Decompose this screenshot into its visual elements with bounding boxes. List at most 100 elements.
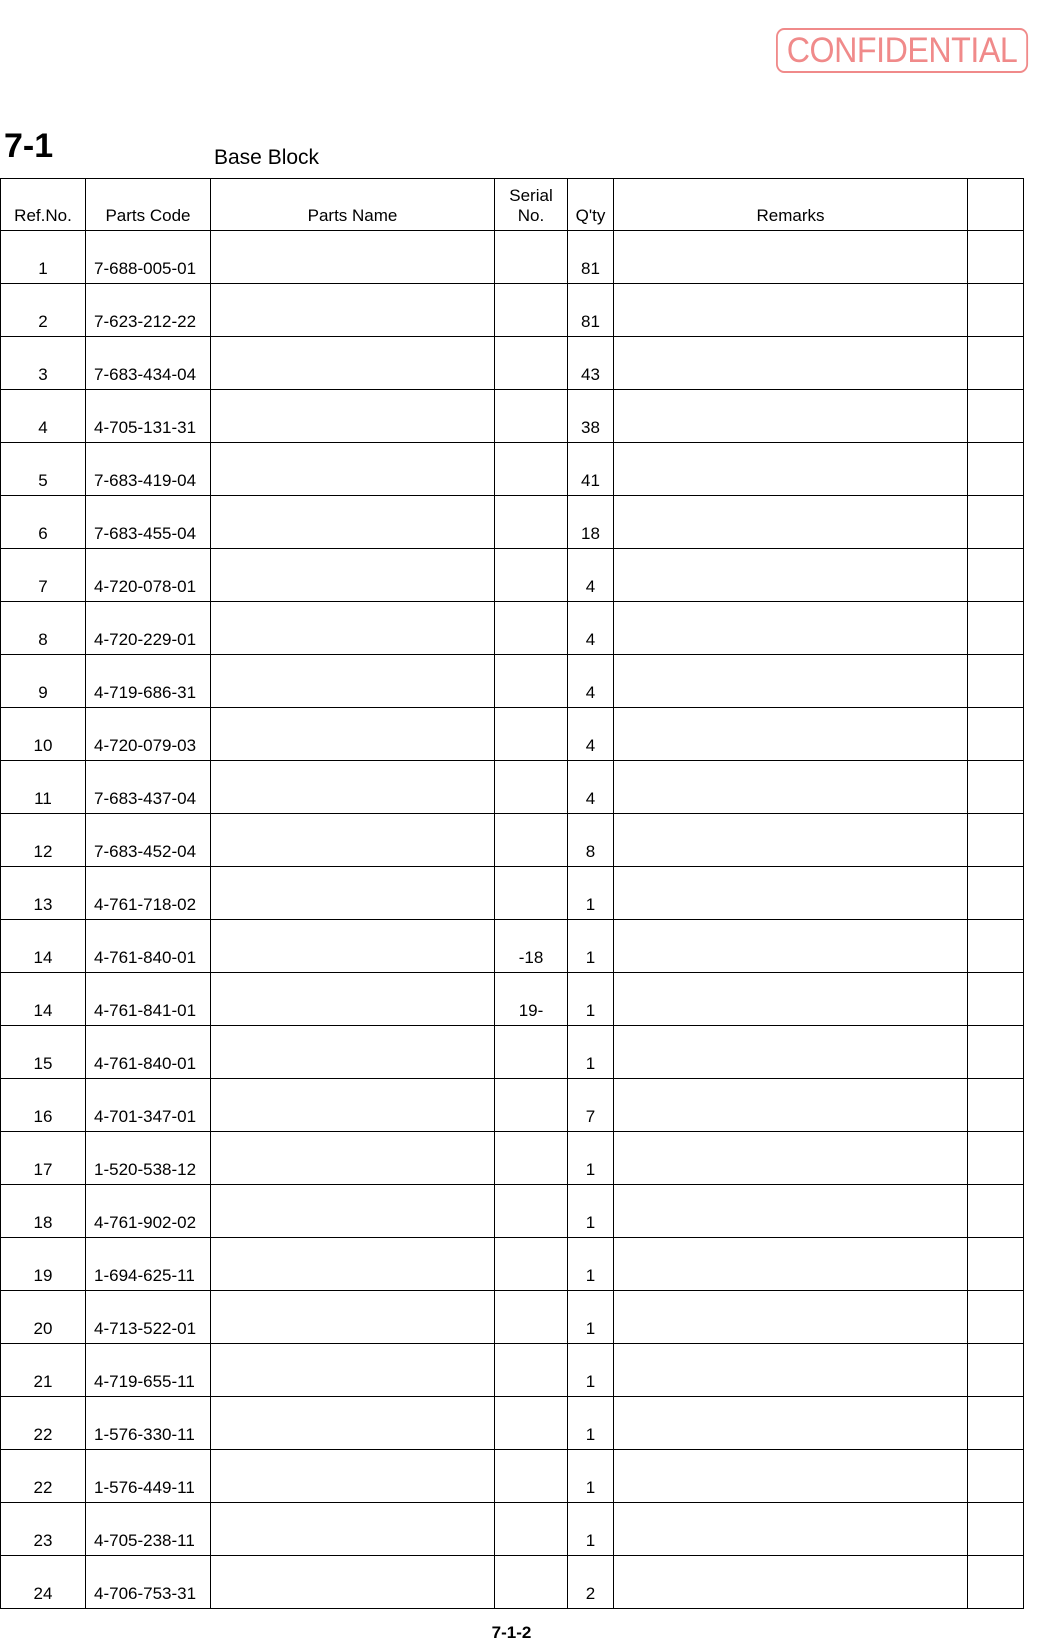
ref-no-cell: 18 (0, 1184, 86, 1238)
parts-name-cell (210, 1078, 495, 1132)
ref-no-cell: 9 (0, 654, 86, 708)
table-row: 9 4-719-686-31 4 (0, 654, 1024, 708)
parts-code-cell: 4-720-229-01 (85, 601, 211, 655)
remarks-cell (613, 760, 968, 814)
ref-no-cell: 3 (0, 336, 86, 390)
remarks-cell (613, 1555, 968, 1609)
parts-code-cell: 4-761-840-01 (85, 1025, 211, 1079)
table-header-row: Ref.No. Parts Code Parts Name Serial No. … (0, 178, 1024, 231)
remarks-cell (613, 601, 968, 655)
qty-cell: 1 (567, 1343, 614, 1397)
qty-cell: 4 (567, 760, 614, 814)
serial-no-cell: 19- (494, 972, 568, 1026)
parts-code-cell: 7-683-419-04 (85, 442, 211, 496)
extra-cell (967, 813, 1024, 867)
table-row: 18 4-761-902-02 1 (0, 1184, 1024, 1238)
qty-cell: 4 (567, 548, 614, 602)
qty-cell: 18 (567, 495, 614, 549)
serial-no-cell (494, 230, 568, 284)
qty-cell: 1 (567, 919, 614, 973)
extra-cell (967, 1502, 1024, 1556)
extra-cell (967, 601, 1024, 655)
parts-code-cell: 4-705-238-11 (85, 1502, 211, 1556)
extra-cell (967, 495, 1024, 549)
parts-code-cell: 1-576-330-11 (85, 1396, 211, 1450)
remarks-cell (613, 813, 968, 867)
parts-name-cell (210, 230, 495, 284)
parts-name-cell (210, 1025, 495, 1079)
header-parts-code: Parts Code (85, 178, 211, 231)
qty-cell: 4 (567, 601, 614, 655)
parts-code-cell: 7-683-434-04 (85, 336, 211, 390)
remarks-cell (613, 230, 968, 284)
header-serial-no: Serial No. (494, 178, 568, 231)
parts-name-cell (210, 866, 495, 920)
remarks-cell (613, 654, 968, 708)
remarks-cell (613, 389, 968, 443)
header-qty: Q'ty (567, 178, 614, 231)
table-row: 19 1-694-625-11 1 (0, 1237, 1024, 1291)
extra-cell (967, 1184, 1024, 1238)
ref-no-cell: 10 (0, 707, 86, 761)
parts-name-cell (210, 707, 495, 761)
parts-name-cell (210, 1237, 495, 1291)
ref-no-cell: 5 (0, 442, 86, 496)
qty-cell: 1 (567, 1025, 614, 1079)
parts-name-cell (210, 442, 495, 496)
parts-code-cell: 4-761-902-02 (85, 1184, 211, 1238)
extra-cell (967, 1078, 1024, 1132)
extra-cell (967, 707, 1024, 761)
qty-cell: 1 (567, 1184, 614, 1238)
remarks-cell (613, 1290, 968, 1344)
qty-cell: 1 (567, 1131, 614, 1185)
ref-no-cell: 14 (0, 919, 86, 973)
remarks-cell (613, 1078, 968, 1132)
parts-code-cell: 4-761-840-01 (85, 919, 211, 973)
remarks-cell (613, 1449, 968, 1503)
ref-no-cell: 16 (0, 1078, 86, 1132)
parts-name-cell (210, 495, 495, 549)
table-row: 3 7-683-434-04 43 (0, 336, 1024, 390)
extra-cell (967, 1131, 1024, 1185)
remarks-cell (613, 1025, 968, 1079)
table-row: 6 7-683-455-04 18 (0, 495, 1024, 549)
extra-cell (967, 919, 1024, 973)
remarks-cell (613, 548, 968, 602)
parts-name-cell (210, 548, 495, 602)
remarks-cell (613, 1131, 968, 1185)
ref-no-cell: 12 (0, 813, 86, 867)
serial-no-cell (494, 495, 568, 549)
parts-code-cell: 4-701-347-01 (85, 1078, 211, 1132)
parts-code-cell: 4-720-079-03 (85, 707, 211, 761)
table-row: 11 7-683-437-04 4 (0, 760, 1024, 814)
remarks-cell (613, 1343, 968, 1397)
extra-cell (967, 654, 1024, 708)
parts-code-cell: 1-576-449-11 (85, 1449, 211, 1503)
table-row: 10 4-720-079-03 4 (0, 707, 1024, 761)
extra-cell (967, 442, 1024, 496)
header-serial-line1: Serial (509, 186, 553, 205)
table-row: 8 4-720-229-01 4 (0, 601, 1024, 655)
parts-code-cell: 4-705-131-31 (85, 389, 211, 443)
section-title: Base Block (214, 146, 320, 169)
serial-no-cell (494, 1449, 568, 1503)
parts-name-cell (210, 336, 495, 390)
parts-code-cell: 4-719-686-31 (85, 654, 211, 708)
serial-no-cell (494, 1025, 568, 1079)
qty-cell: 2 (567, 1555, 614, 1609)
remarks-cell (613, 495, 968, 549)
parts-code-cell: 4-719-655-11 (85, 1343, 211, 1397)
parts-name-cell (210, 972, 495, 1026)
serial-no-cell (494, 707, 568, 761)
table-row: 20 4-713-522-01 1 (0, 1290, 1024, 1344)
serial-no-cell (494, 1078, 568, 1132)
parts-name-cell (210, 813, 495, 867)
qty-cell: 81 (567, 283, 614, 337)
serial-no-cell (494, 442, 568, 496)
extra-cell (967, 283, 1024, 337)
extra-cell (967, 1449, 1024, 1503)
table-row: 17 1-520-538-12 1 (0, 1131, 1024, 1185)
parts-name-cell (210, 760, 495, 814)
qty-cell: 8 (567, 813, 614, 867)
page-number: 7-1-2 (491, 1623, 532, 1642)
